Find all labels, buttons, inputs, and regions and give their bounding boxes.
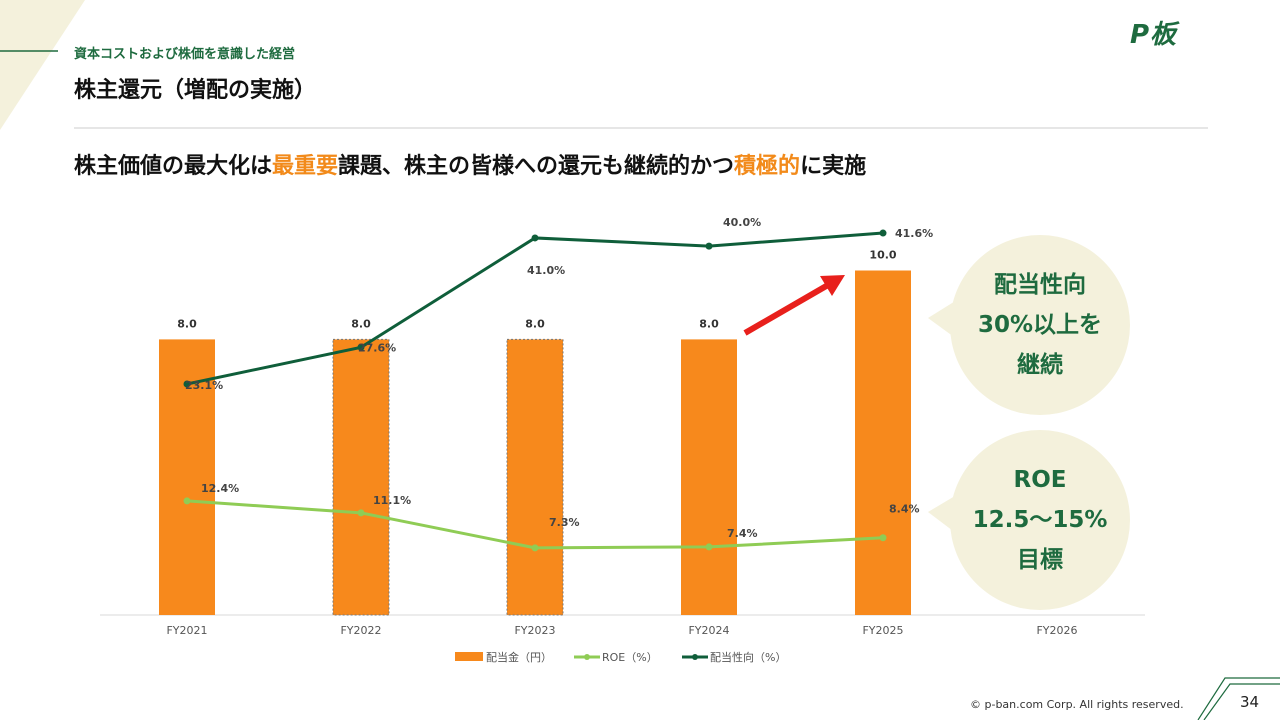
payout-data-label: 40.0%: [723, 216, 761, 229]
arrow-head-icon: [820, 275, 845, 296]
growth-arrow: [743, 282, 830, 336]
legend-label: ROE（%）: [602, 651, 658, 664]
payout-data-label: 41.6%: [895, 227, 933, 240]
section-subtitle: 資本コストおよび株価を意識した経営: [74, 47, 296, 62]
roe-data-label: 11.1%: [373, 494, 411, 507]
legend-bar-swatch: [455, 652, 483, 661]
headline: 株主価値の最大化は最重要課題、株主の皆様への還元も継続的かつ積極的に実施: [74, 154, 867, 179]
bar: [506, 338, 564, 616]
payout-point: [531, 234, 539, 242]
bar: [332, 338, 390, 616]
x-tick-label: FY2026: [1036, 624, 1077, 637]
roe-data-label: 7.4%: [727, 527, 758, 540]
legend-label: 配当性向（%）: [710, 650, 786, 664]
copyright: © p-ban.com Corp. All rights reserved.: [970, 698, 1184, 711]
roe-point: [183, 497, 191, 505]
roe-point: [531, 544, 539, 552]
bar-data-label: 8.0: [351, 317, 371, 330]
legend-roe-marker: [584, 654, 590, 660]
roe-point: [357, 509, 365, 517]
roe-point: [879, 534, 887, 542]
payout-point: [183, 380, 191, 388]
legend-payout-marker: [692, 654, 698, 660]
callout-payout: 配当性向 30%以上を 継続: [950, 235, 1130, 415]
bar-data-label: 8.0: [525, 317, 545, 330]
payout-point: [705, 242, 713, 250]
page-title: 株主還元（増配の実施）: [74, 78, 317, 103]
payout-data-label: 23.1%: [185, 379, 223, 392]
payout-point: [879, 229, 887, 237]
payout-point: [357, 343, 365, 351]
logo: P板: [1130, 20, 1178, 50]
bar: [681, 339, 737, 615]
bar-data-label: 8.0: [177, 317, 197, 330]
bar-data-label: 10.0: [869, 249, 896, 262]
roe-data-label: 7.3%: [549, 516, 580, 529]
payout-data-label: 41.0%: [527, 264, 565, 277]
divider: [74, 127, 1208, 129]
x-tick-label: FY2021: [166, 624, 207, 637]
x-tick-label: FY2025: [862, 624, 903, 637]
callout-roe: ROE 12.5～15% 目標: [950, 430, 1130, 610]
roe-data-label: 12.4%: [201, 482, 239, 495]
x-tick-label: FY2023: [514, 624, 555, 637]
roe-data-label: 8.4%: [889, 503, 920, 516]
roe-point: [705, 543, 713, 551]
x-tick-label: FY2022: [340, 624, 381, 637]
legend-label: 配当金（円）: [486, 650, 552, 664]
page-number: 34: [1240, 693, 1260, 711]
x-tick-label: FY2024: [688, 624, 729, 637]
bar-data-label: 8.0: [699, 317, 719, 330]
bar: [855, 270, 911, 615]
payout-data-label: 27.6%: [358, 341, 396, 354]
